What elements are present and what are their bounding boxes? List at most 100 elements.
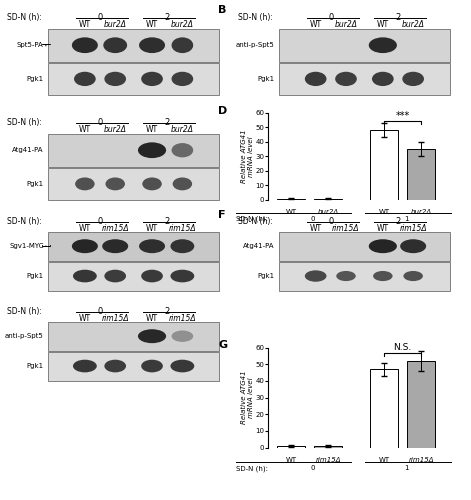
Text: WT: WT bbox=[285, 209, 296, 215]
FancyBboxPatch shape bbox=[48, 168, 219, 200]
Ellipse shape bbox=[305, 72, 326, 86]
Text: WT: WT bbox=[146, 20, 158, 28]
Bar bbox=[370, 130, 398, 200]
Text: WT: WT bbox=[79, 314, 91, 322]
Text: F: F bbox=[218, 210, 226, 220]
Text: 2: 2 bbox=[395, 12, 401, 22]
Y-axis label: Relative ATG41
mRNA level: Relative ATG41 mRNA level bbox=[241, 370, 254, 424]
Text: Pgk1: Pgk1 bbox=[26, 76, 44, 82]
Text: WT: WT bbox=[79, 224, 91, 232]
Text: SD-N (h):: SD-N (h): bbox=[238, 12, 273, 22]
Ellipse shape bbox=[335, 72, 357, 86]
Ellipse shape bbox=[373, 271, 393, 281]
Ellipse shape bbox=[105, 360, 126, 372]
Text: WT: WT bbox=[146, 124, 158, 134]
Text: WT: WT bbox=[377, 20, 389, 28]
Text: anti-p-Spt5: anti-p-Spt5 bbox=[5, 333, 44, 339]
Text: rim15Δ: rim15Δ bbox=[316, 458, 341, 464]
Ellipse shape bbox=[400, 239, 426, 253]
Text: Spt5-PA: Spt5-PA bbox=[17, 42, 44, 48]
Ellipse shape bbox=[369, 239, 397, 253]
Text: WT: WT bbox=[377, 224, 389, 232]
Ellipse shape bbox=[106, 178, 125, 190]
Text: 0: 0 bbox=[328, 12, 333, 22]
Ellipse shape bbox=[369, 38, 397, 53]
Text: WT: WT bbox=[285, 458, 296, 464]
Ellipse shape bbox=[403, 271, 423, 281]
Ellipse shape bbox=[105, 270, 126, 282]
Text: WT: WT bbox=[309, 224, 322, 232]
Text: SD-N (h):: SD-N (h): bbox=[7, 218, 42, 226]
Ellipse shape bbox=[138, 142, 166, 158]
Text: 0: 0 bbox=[97, 308, 103, 316]
Ellipse shape bbox=[372, 72, 394, 86]
Ellipse shape bbox=[139, 38, 165, 53]
Text: WT: WT bbox=[379, 209, 390, 215]
Ellipse shape bbox=[102, 239, 128, 253]
FancyBboxPatch shape bbox=[48, 352, 219, 380]
Ellipse shape bbox=[305, 270, 326, 281]
Ellipse shape bbox=[75, 178, 95, 190]
Text: N.S.: N.S. bbox=[394, 343, 412, 352]
Bar bbox=[314, 198, 342, 200]
Text: 2: 2 bbox=[164, 12, 170, 22]
Ellipse shape bbox=[171, 143, 193, 158]
FancyBboxPatch shape bbox=[279, 29, 450, 62]
FancyBboxPatch shape bbox=[48, 62, 219, 96]
Ellipse shape bbox=[171, 38, 193, 53]
Text: 0: 0 bbox=[311, 216, 316, 222]
Ellipse shape bbox=[72, 239, 98, 253]
Ellipse shape bbox=[139, 239, 165, 253]
Ellipse shape bbox=[171, 360, 194, 372]
Y-axis label: Relative ATG41
mRNA level: Relative ATG41 mRNA level bbox=[241, 130, 254, 183]
Ellipse shape bbox=[141, 270, 163, 282]
Text: WT: WT bbox=[146, 224, 158, 232]
Text: Pgk1: Pgk1 bbox=[26, 363, 44, 369]
Bar bbox=[314, 446, 342, 448]
FancyBboxPatch shape bbox=[48, 29, 219, 62]
Text: rim15Δ: rim15Δ bbox=[409, 458, 434, 464]
Text: rim15Δ: rim15Δ bbox=[169, 314, 196, 322]
Ellipse shape bbox=[73, 360, 97, 372]
Text: 0: 0 bbox=[311, 466, 316, 471]
Ellipse shape bbox=[172, 178, 192, 190]
Text: 1: 1 bbox=[404, 466, 408, 471]
Text: Atg41-PA: Atg41-PA bbox=[243, 243, 275, 249]
FancyBboxPatch shape bbox=[279, 232, 450, 260]
Bar bbox=[277, 198, 305, 200]
Ellipse shape bbox=[142, 178, 162, 190]
Ellipse shape bbox=[402, 72, 424, 86]
Bar bbox=[370, 369, 398, 448]
Ellipse shape bbox=[141, 72, 163, 86]
Text: WT: WT bbox=[146, 314, 158, 322]
Text: Pgk1: Pgk1 bbox=[257, 273, 275, 279]
FancyBboxPatch shape bbox=[279, 262, 450, 290]
Text: bur2Δ: bur2Δ bbox=[104, 124, 127, 134]
FancyBboxPatch shape bbox=[279, 62, 450, 96]
Text: 1: 1 bbox=[404, 216, 408, 222]
Ellipse shape bbox=[103, 38, 127, 53]
Ellipse shape bbox=[336, 271, 356, 281]
Ellipse shape bbox=[171, 239, 194, 253]
Text: anti-p-Spt5: anti-p-Spt5 bbox=[236, 42, 275, 48]
Ellipse shape bbox=[74, 72, 96, 86]
Text: SD-N (h):: SD-N (h): bbox=[236, 216, 268, 222]
FancyBboxPatch shape bbox=[48, 322, 219, 350]
Text: Atg41-PA: Atg41-PA bbox=[12, 147, 44, 153]
Text: B: B bbox=[218, 4, 227, 15]
FancyBboxPatch shape bbox=[48, 232, 219, 260]
Text: bur2Δ: bur2Δ bbox=[317, 209, 339, 215]
Text: rim15Δ: rim15Δ bbox=[332, 224, 360, 232]
Text: WT: WT bbox=[309, 20, 322, 28]
Text: bur2Δ: bur2Δ bbox=[334, 20, 357, 28]
Bar bbox=[407, 149, 435, 200]
Text: rim15Δ: rim15Δ bbox=[101, 314, 129, 322]
Ellipse shape bbox=[72, 38, 98, 53]
Text: 0: 0 bbox=[97, 12, 103, 22]
Text: bur2Δ: bur2Δ bbox=[402, 20, 425, 28]
Text: 0: 0 bbox=[328, 218, 333, 226]
Text: rim15Δ: rim15Δ bbox=[399, 224, 427, 232]
Text: bur2Δ: bur2Δ bbox=[171, 124, 194, 134]
Text: Pgk1: Pgk1 bbox=[257, 76, 275, 82]
Text: rim15Δ: rim15Δ bbox=[169, 224, 196, 232]
